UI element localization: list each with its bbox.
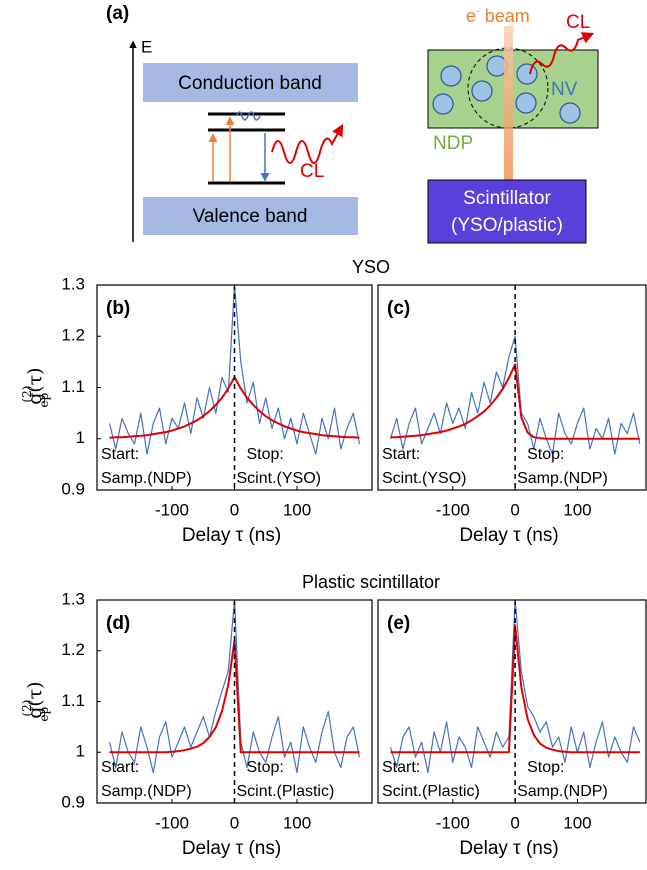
stop-label: Stop: — [247, 759, 284, 776]
row-title: Plastic scintillator — [302, 572, 440, 592]
y-label-tail: (τ) — [24, 681, 46, 706]
y-label-tail: (τ) — [24, 367, 46, 392]
valence-band — [143, 197, 358, 235]
x-tick-label: -100 — [436, 813, 470, 832]
beam-spot — [467, 47, 549, 129]
stop-value: Scint.(YSO) — [237, 470, 321, 487]
start-label: Start: — [382, 446, 420, 463]
start-label: Start: — [101, 759, 139, 776]
panel-label: (e) — [387, 613, 410, 634]
x-axis-label: Delay τ (ns) — [182, 838, 281, 859]
series-line — [389, 335, 641, 455]
y-tick-label: 1 — [76, 428, 85, 447]
y-tick-label: 1.2 — [61, 326, 85, 345]
start-value: Samp.(NDP) — [101, 783, 192, 800]
x-tick-label: 100 — [283, 500, 311, 519]
beam-label: e- beam — [466, 5, 530, 26]
stop-label: Stop: — [247, 446, 284, 463]
stop-value: Scint.(Plastic) — [237, 783, 335, 800]
energy-label: E — [141, 37, 152, 56]
panel-label: (d) — [106, 613, 130, 634]
x-axis-label: Delay τ (ns) — [182, 525, 281, 546]
cl-wave — [529, 32, 595, 75]
x-axis-label: Delay τ (ns) — [459, 525, 558, 546]
scintillator-type: (YSO/plastic) — [451, 215, 563, 236]
plot-frame — [377, 284, 647, 491]
scintillator-label: Scintillator — [463, 188, 551, 209]
x-axis-label: Delay τ (ns) — [459, 838, 558, 859]
relaxation — [235, 111, 261, 121]
beam-sup: - — [476, 5, 480, 17]
start-value: Scint.(Plastic) — [382, 783, 480, 800]
y-axis-label: g(2) ep(τ) — [20, 681, 51, 721]
cl-label: CL — [566, 12, 590, 33]
y-tick-label: 1.3 — [61, 274, 85, 293]
stop-label: Stop: — [527, 446, 564, 463]
y-axis-label: g(2) ep(τ) — [20, 367, 51, 407]
start-value: Samp.(NDP) — [101, 470, 192, 487]
x-tick-label: 0 — [230, 813, 239, 832]
y-tick-label: 0.9 — [61, 479, 85, 498]
y-tick-label: 1.1 — [61, 377, 85, 396]
panel-label: (a) — [106, 3, 129, 24]
beam-e: e — [466, 6, 476, 26]
beam-text: beam — [480, 6, 530, 26]
levels — [208, 112, 285, 185]
y-tick-label: 1.3 — [61, 589, 85, 608]
start-label: Start: — [382, 759, 420, 776]
y-tick-label: 1.2 — [61, 640, 85, 659]
y-tick-label: 1 — [76, 742, 85, 761]
nv-label: NV — [551, 79, 578, 100]
y-label-sub: ep — [37, 706, 51, 721]
x-tick-label: 0 — [510, 813, 519, 832]
panel-a: (a) E Conduction band Valence band CL e-… — [106, 3, 599, 244]
x-tick-label: -100 — [436, 500, 470, 519]
stop-value: Samp.(NDP) — [517, 470, 608, 487]
x-tick-label: -100 — [155, 813, 189, 832]
cl-wave — [271, 123, 344, 164]
panel-label: (b) — [106, 298, 130, 319]
series-line — [390, 624, 640, 754]
plot-frame — [377, 599, 647, 804]
x-tick-label: 100 — [563, 500, 591, 519]
y-label-sup: (2) — [20, 386, 34, 403]
stop-label: Stop: — [527, 759, 564, 776]
nanodiamonds — [432, 55, 581, 124]
band-label: Valence band — [193, 206, 308, 227]
start-value: Scint.(YSO) — [382, 470, 466, 487]
y-tick-label: 1.1 — [61, 691, 85, 710]
y-label-sup: (2) — [20, 700, 34, 717]
y-label-sub: ep — [37, 392, 51, 407]
series-line — [390, 363, 640, 440]
row-title: YSO — [352, 257, 390, 277]
band-label: Conduction band — [178, 73, 322, 94]
panel-label: (c) — [387, 298, 410, 319]
y-tick-label: 0.9 — [61, 792, 85, 811]
x-tick-label: 0 — [230, 500, 239, 519]
y-label-base: g — [24, 707, 46, 719]
x-tick-label: 0 — [510, 500, 519, 519]
x-tick-label: 100 — [563, 813, 591, 832]
x-tick-label: -100 — [155, 500, 189, 519]
scintillator — [427, 179, 587, 244]
cl-label: CL — [300, 161, 324, 182]
start-label: Start: — [101, 446, 139, 463]
electron-beam — [504, 26, 513, 222]
conduction-band — [143, 63, 358, 102]
stop-value: Samp.(NDP) — [517, 783, 608, 800]
y-label-base: g — [24, 393, 46, 405]
x-tick-label: 100 — [283, 813, 311, 832]
ndp-label: NDP — [433, 133, 473, 154]
